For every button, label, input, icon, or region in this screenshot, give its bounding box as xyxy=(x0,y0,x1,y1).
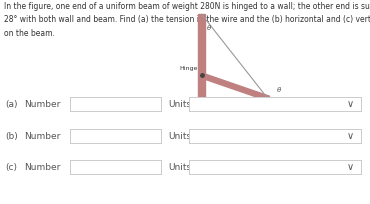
Polygon shape xyxy=(199,74,270,100)
Text: θ: θ xyxy=(207,26,211,31)
Text: (b): (b) xyxy=(6,132,18,141)
Text: i: i xyxy=(61,131,65,141)
Text: i: i xyxy=(61,99,65,109)
Text: ∨: ∨ xyxy=(347,162,354,172)
Text: ∨: ∨ xyxy=(347,99,354,109)
Text: Units: Units xyxy=(168,100,192,109)
Bar xyxy=(198,14,205,106)
Text: Units: Units xyxy=(168,132,192,141)
Text: on the beam.: on the beam. xyxy=(4,29,55,38)
Text: In the figure, one end of a uniform beam of weight 280N is hinged to a wall; the: In the figure, one end of a uniform beam… xyxy=(4,2,370,11)
Text: ∨: ∨ xyxy=(347,131,354,141)
Text: Hinge: Hinge xyxy=(179,66,198,71)
Text: Number: Number xyxy=(24,100,60,109)
Text: i: i xyxy=(61,162,65,172)
Text: (c): (c) xyxy=(6,163,17,172)
Text: (a): (a) xyxy=(6,100,18,109)
Text: Units: Units xyxy=(168,163,192,172)
Text: Number: Number xyxy=(24,163,60,172)
Text: Number: Number xyxy=(24,132,60,141)
Text: θ: θ xyxy=(277,87,281,93)
Text: 28° with both wall and beam. Find (a) the tension in the wire and the (b) horizo: 28° with both wall and beam. Find (a) th… xyxy=(4,15,370,24)
